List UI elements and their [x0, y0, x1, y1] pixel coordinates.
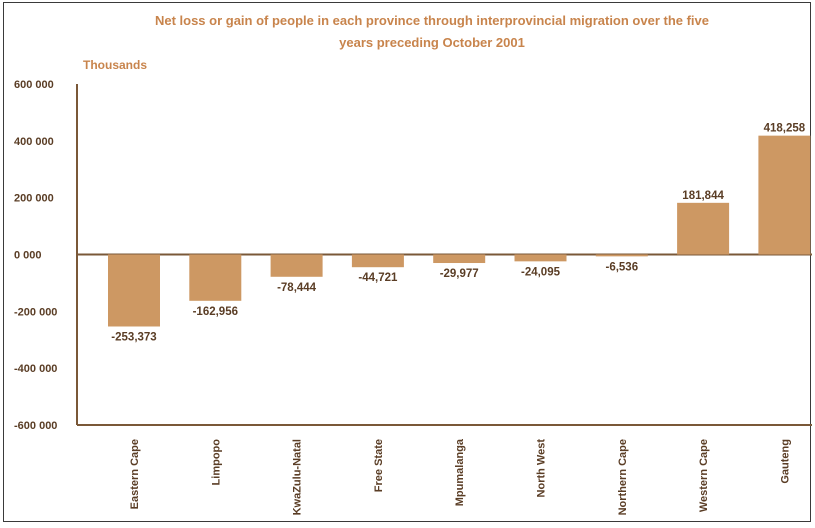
y-tick-label: -200 000 [14, 306, 57, 318]
category-label: North West [536, 439, 548, 498]
bar [595, 254, 648, 257]
x-axis-categories: Eastern Cape Limpopo KwaZulu-Natal Free Sta… [129, 438, 791, 515]
category-label: Northern Cape [617, 439, 629, 515]
data-label: 181,844 [682, 190, 724, 202]
category-label: Free State [373, 439, 385, 492]
bar [108, 254, 160, 327]
bar [758, 135, 811, 255]
category-label: KwaZulu-Natal [292, 439, 304, 515]
data-label: -6,536 [605, 261, 638, 273]
category-label: Western Cape [698, 439, 710, 512]
bar [433, 254, 486, 264]
data-label: -162,956 [193, 306, 238, 318]
data-label: -24,095 [521, 266, 561, 278]
y-axis-ticks: 600 000 400 000 200 000 0 000 -200 000 -400 0… [14, 79, 57, 432]
bar [351, 254, 404, 268]
y-tick-label: 600 000 [14, 79, 54, 91]
chart-figure: Net loss or gain of people in each provi… [3, 2, 812, 522]
chart-title: Net loss or gain of people in each provi… [155, 13, 709, 50]
y-tick-label: 0 000 [14, 250, 42, 262]
data-label: 418,258 [764, 123, 806, 135]
data-label: -44,721 [358, 272, 398, 284]
y-tick-label: 200 000 [14, 193, 54, 205]
category-label: Limpopo [210, 439, 222, 486]
data-label: -78,444 [277, 282, 317, 294]
y-unit-label: Thousands [83, 58, 147, 72]
chart-title-line-1: Net loss or gain of people in each provi… [155, 13, 709, 28]
data-label: -29,977 [440, 268, 479, 280]
bar [270, 254, 323, 277]
bar [677, 202, 730, 255]
bar [189, 254, 242, 301]
data-labels: -253,373 -162,956 -78,444 -44,721 -29,977 -24… [111, 123, 805, 344]
bars [108, 135, 811, 327]
bar-chart: Net loss or gain of people in each provi… [14, 13, 812, 515]
y-tick-label: -600 000 [14, 420, 57, 432]
bar [514, 254, 567, 262]
y-tick-label: -400 000 [14, 363, 57, 375]
chart-title-line-2: years preceding October 2001 [339, 35, 525, 50]
data-label: -253,373 [111, 332, 156, 344]
y-tick-label: 400 000 [14, 136, 54, 148]
category-label: Gauteng [779, 439, 791, 484]
category-label: Eastern Cape [129, 439, 141, 509]
category-label: Mpumalanga [454, 438, 466, 506]
